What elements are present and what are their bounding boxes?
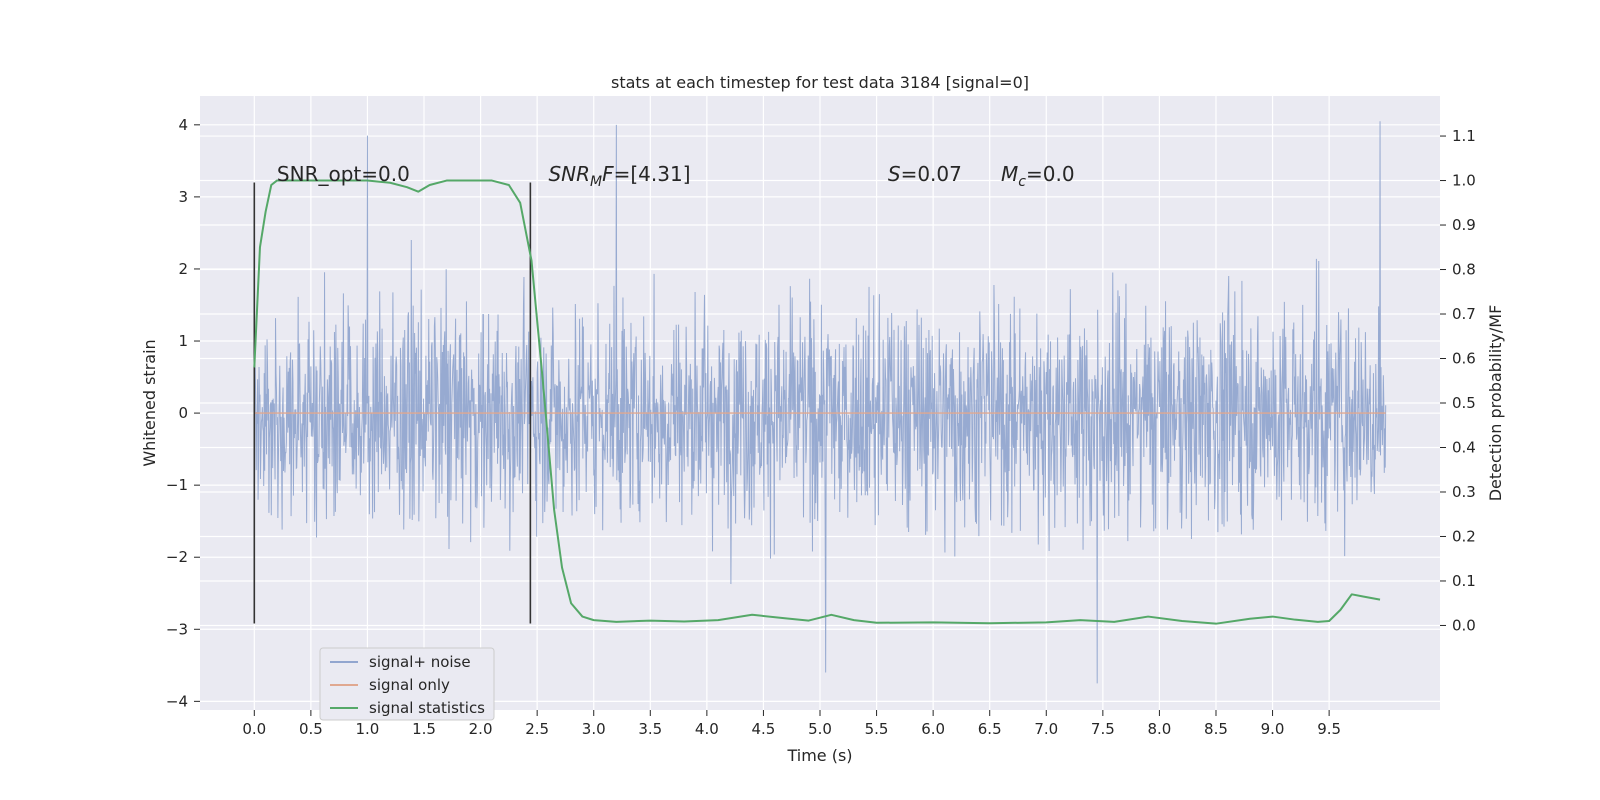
y-tick-label: 0 bbox=[178, 404, 188, 422]
chart-title: stats at each timestep for test data 318… bbox=[611, 73, 1029, 92]
y-tick-label: 4 bbox=[178, 116, 188, 134]
y2-tick-label: 0.2 bbox=[1452, 527, 1476, 545]
axes-layer: 0.0 0.5 1.0 1.5 2.0 2.5 3.0 3.5 4.0 4.5 5.0 5.5 6.0 6… bbox=[166, 116, 1476, 738]
y2-tick-label: 1.0 bbox=[1452, 172, 1476, 190]
x-tick-label: 0.0 bbox=[242, 720, 266, 738]
x-tick-label: 7.5 bbox=[1091, 720, 1115, 738]
x-tick-label: 0.5 bbox=[299, 720, 323, 738]
y-tick-label: 3 bbox=[178, 188, 188, 206]
x-tick-label: 6.5 bbox=[978, 720, 1002, 738]
y2-tick-label: 0.5 bbox=[1452, 394, 1476, 412]
annotation-snr-mf-value: =[4.31] bbox=[614, 162, 691, 186]
x-tick-label: 9.0 bbox=[1261, 720, 1285, 738]
legend-label-signal-only: signal only bbox=[369, 676, 450, 694]
x-tick-label: 1.5 bbox=[412, 720, 436, 738]
legend-label-signal-statistics: signal statistics bbox=[369, 699, 485, 717]
y2-tick-label: 0.1 bbox=[1452, 572, 1476, 590]
y2-axis-label: Detection probability/MF bbox=[1486, 305, 1505, 502]
annotation-mc-sub: c bbox=[1018, 174, 1026, 190]
y2-tick-label: 0.9 bbox=[1452, 216, 1476, 234]
y2-tick-label: 0.7 bbox=[1452, 305, 1476, 323]
x-tick-label: 5.0 bbox=[808, 720, 832, 738]
x-tick-label: 7.0 bbox=[1034, 720, 1058, 738]
y2-tick-label: 1.1 bbox=[1452, 127, 1476, 145]
series-line-signal-noise bbox=[253, 121, 1387, 684]
annotation-s-number: =0.07 bbox=[901, 162, 962, 186]
y-tick-label: 2 bbox=[178, 260, 188, 278]
annotation-mc-value: Mc=0.0 bbox=[1001, 162, 1075, 190]
x-tick-label: 8.0 bbox=[1147, 720, 1171, 738]
legend-box bbox=[319, 647, 495, 721]
x-tick-label: 2.0 bbox=[469, 720, 493, 738]
y-tick-label: 1 bbox=[178, 332, 188, 350]
y2-tick-label: 0.3 bbox=[1452, 483, 1476, 501]
y-tick-label: −4 bbox=[166, 692, 188, 710]
y2-tick-label: 0.8 bbox=[1452, 261, 1476, 279]
annotation-snr-opt: SNR_opt=0.0 bbox=[277, 162, 410, 186]
x-tick-label: 3.0 bbox=[582, 720, 606, 738]
annotations: SNR_opt=0.0 SNRMF=[4.31] S=0.07 Mc=0.0 bbox=[277, 162, 1075, 190]
x-tick-label: 6.0 bbox=[921, 720, 945, 738]
annotation-snr-mf: SNRMF=[4.31] bbox=[548, 162, 690, 190]
y2-tick-label: 0.6 bbox=[1452, 350, 1476, 368]
data-layer bbox=[253, 121, 1387, 684]
series-line-signal-statistics bbox=[253, 179, 1381, 625]
x-tick-label: 3.5 bbox=[638, 720, 662, 738]
y2-tick-label: 0.0 bbox=[1452, 616, 1476, 634]
y-tick-label: −2 bbox=[166, 548, 188, 566]
legend-label-signal-noise: signal+ noise bbox=[369, 653, 471, 671]
annotation-snr-mf-base: SNR bbox=[548, 162, 590, 186]
annotation-s-symbol: S bbox=[888, 162, 901, 186]
annotation-snr-mf-f: F bbox=[602, 162, 614, 186]
annotation-mc-number: =0.0 bbox=[1026, 162, 1075, 186]
x-tick-label: 2.5 bbox=[525, 720, 549, 738]
y2-tick-label: 0.4 bbox=[1452, 438, 1476, 456]
annotation-s-value: S=0.07 bbox=[888, 162, 962, 186]
x-axis-label: Time (s) bbox=[786, 746, 852, 765]
x-tick-label: 4.0 bbox=[695, 720, 719, 738]
y-tick-label: −3 bbox=[166, 620, 188, 638]
x-tick-label: 8.5 bbox=[1204, 720, 1228, 738]
x-tick-label: 4.5 bbox=[752, 720, 776, 738]
y-axis-label: Whitened strain bbox=[140, 339, 159, 466]
annotation-snr-mf-sub: M bbox=[590, 174, 602, 190]
y-tick-label: −1 bbox=[166, 476, 188, 494]
x-tick-label: 1.0 bbox=[356, 720, 380, 738]
x-tick-label: 5.5 bbox=[865, 720, 889, 738]
legend: signal+ noise signal only signal statist… bbox=[319, 647, 495, 721]
x-tick-label: 9.5 bbox=[1317, 720, 1341, 738]
annotation-mc-symbol: M bbox=[1001, 162, 1018, 186]
